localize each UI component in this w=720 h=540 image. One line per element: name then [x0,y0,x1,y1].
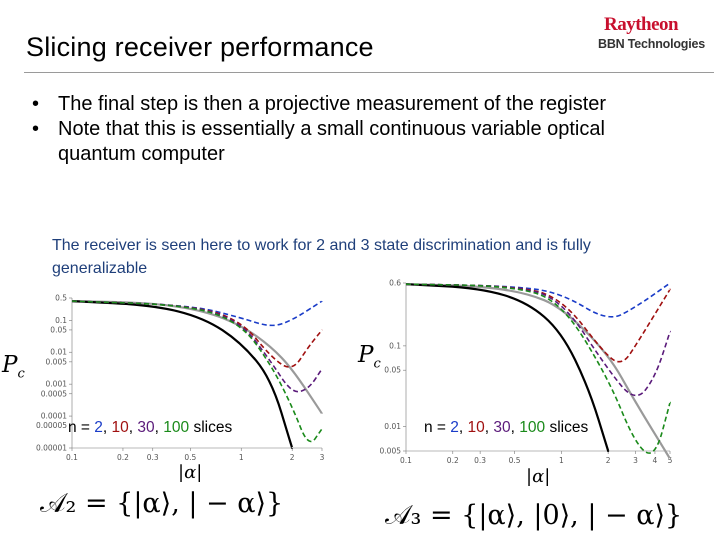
series-line-green [405,283,671,454]
y-tick-label: 0.1 [55,316,67,325]
x-tick-label: 3 [320,453,325,462]
x-tick-label: 0.1 [400,456,412,465]
x-tick-label: 3 [633,456,638,465]
series-line-blue [405,282,671,318]
bullet-list: • The final step is then a projective mea… [32,92,672,167]
logo-subtitle: BBN Technologies [598,37,705,51]
slice-n-2: 2 [94,419,103,436]
y-tick-label: 0.01 [50,348,67,357]
slice-n-100: 100 [519,419,546,436]
left-chart: 0.1 0.2 0.3 0.5 1 2 3 0.5 0.1 0.05 0.01 0.005 0.001 0… [30,290,330,465]
x-tick-label: 0.5 [184,453,196,462]
y-tick-label: 0.05 [50,325,67,334]
x-tick-label: 1 [239,453,244,462]
bullet-text: Note that this is essentially a small co… [58,118,605,165]
y-tick-label: 0.00001 [36,444,67,453]
right-y-axis-label: Pc [358,342,381,372]
right-slices-label: n = 2, 10, 30, 100 slices [424,419,589,436]
right-x-axis-label: |α| [526,466,551,487]
bullet-item: • The final step is then a projective mea… [32,92,672,117]
right-alphabet-formula: 𝒜₃ = {|α⟩, |0⟩, | − α⟩} [385,500,683,531]
x-tick-label: 1 [559,456,564,465]
bullet-text: The final step is then a projective meas… [58,93,607,115]
y-tick-label: 0.001 [46,380,68,389]
series-line-red [405,283,671,363]
slice-n-100: 100 [163,419,190,436]
series-line-red [71,300,323,368]
series-line-purple [71,300,323,393]
y-tick-label: 0.1 [389,341,401,350]
slice-n-2: 2 [450,419,459,436]
x-tick-label: 0.5 [509,456,521,465]
right-chart-svg: 0.1 0.2 0.3 0.5 1 2 3 4 5 0.6 0.1 0.05 0.01 0.005 [380,279,673,466]
y-tick-label: 0.05 [384,366,401,375]
left-chart-svg: 0.1 0.2 0.3 0.5 1 2 30.50.10.050.010.0050.0010… [36,294,325,463]
x-tick-label: 2 [290,453,295,462]
y-tick-label: 0.005 [380,447,402,456]
x-tick-label: 5 [668,456,673,465]
logo-brand: Raytheon [604,14,679,35]
slide-title: Slicing receiver performance [26,32,374,62]
series-line-purple [405,283,671,397]
series-line-black [405,283,610,453]
left-y-axis-label: Pc [2,352,25,382]
series-line-blue [71,300,323,327]
y-tick-label: 0.00005 [36,421,67,430]
y-tick-label: 0.5 [55,294,67,303]
title-divider [24,72,714,73]
slice-n-10: 10 [467,419,485,436]
x-tick-label: 0.3 [147,453,159,462]
x-tick-label: 0.2 [447,456,459,465]
y-tick-label: 0.01 [384,422,401,431]
x-tick-label: 0.2 [117,453,129,462]
x-tick-label: 0.3 [474,456,486,465]
y-tick-label: 0.0001 [41,412,67,421]
slice-n-30: 30 [493,419,511,436]
bullet-dot-icon: • [32,118,40,140]
x-tick-label: 4 [653,456,658,465]
caption-text: The receiver is seen here to work for 2 … [52,237,591,277]
x-tick-label: 0.1 [66,453,78,462]
y-tick-label: 0.6 [389,279,401,288]
slice-n-10: 10 [111,419,129,436]
left-slices-label: n = 2, 10, 30, 100 slices [68,419,233,436]
bullet-dot-icon: • [32,93,40,115]
left-alphabet-formula: 𝒜₂ = {|α⟩, | − α⟩} [40,488,284,519]
slice-n-30: 30 [137,419,155,436]
y-tick-label: 0.0005 [41,389,67,398]
left-x-axis-label: |α| [178,462,203,483]
company-logo: Raytheon BBN Technologies [598,14,716,51]
right-chart: 0.1 0.2 0.3 0.5 1 2 3 4 5 0.6 0.1 0.05 0.01 0.005 [370,275,680,466]
y-tick-label: 0.005 [46,357,68,366]
bullet-item: • Note that this is essentially a small c… [32,117,672,167]
x-tick-label: 2 [606,456,611,465]
